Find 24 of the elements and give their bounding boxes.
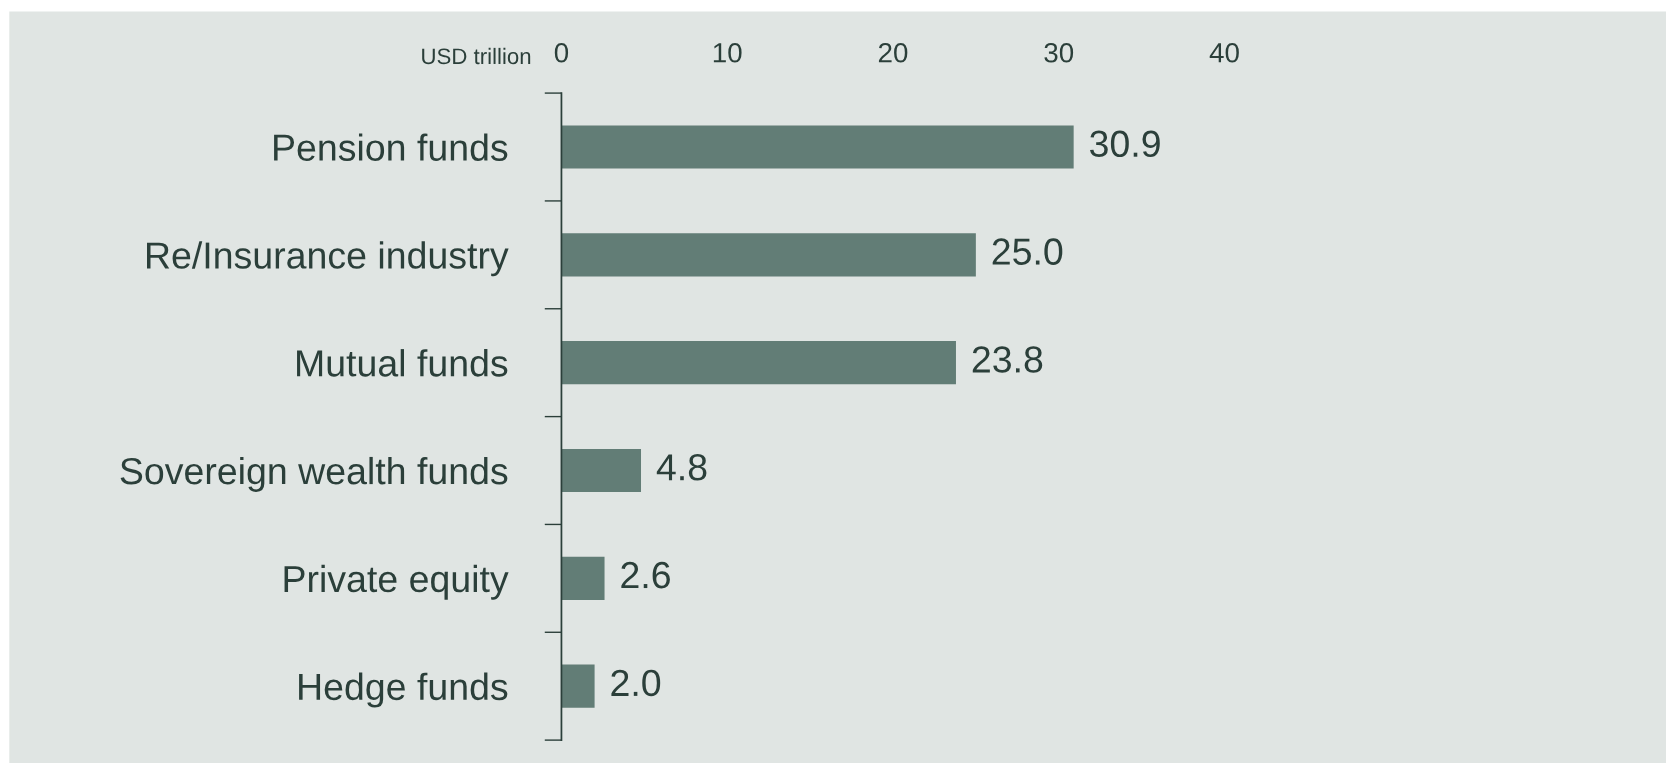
y-tick-label: Mutual funds [297,349,508,377]
data-label: 30.9 [1090,130,1160,158]
bar [561,664,595,708]
bar [561,233,976,277]
y-tick-label: Pension funds [274,133,508,161]
bar [561,448,642,493]
bar [561,341,956,385]
x-axis-title: USD trillion [422,47,531,65]
x-tick-label: 20 [878,42,908,63]
bar [561,556,605,600]
y-tick-label: Hedge funds [299,672,508,708]
bar [561,125,1074,169]
y-tick-label: Sovereign wealth funds [120,456,508,492]
data-label: 4.8 [656,454,707,481]
x-tick-label: 40 [1209,42,1239,63]
data-label: 2.6 [621,561,670,589]
data-label: 23.8 [972,346,1043,373]
y-tick-label: Private equity [284,564,509,600]
data-label: 25.0 [992,238,1063,265]
x-tick-label: 0 [554,42,569,63]
x-tick-label: 10 [713,42,742,63]
y-tick-label: Re/Insurance industry [147,241,509,277]
data-label: 2.0 [611,669,661,697]
x-tick-label: 30 [1044,42,1074,63]
